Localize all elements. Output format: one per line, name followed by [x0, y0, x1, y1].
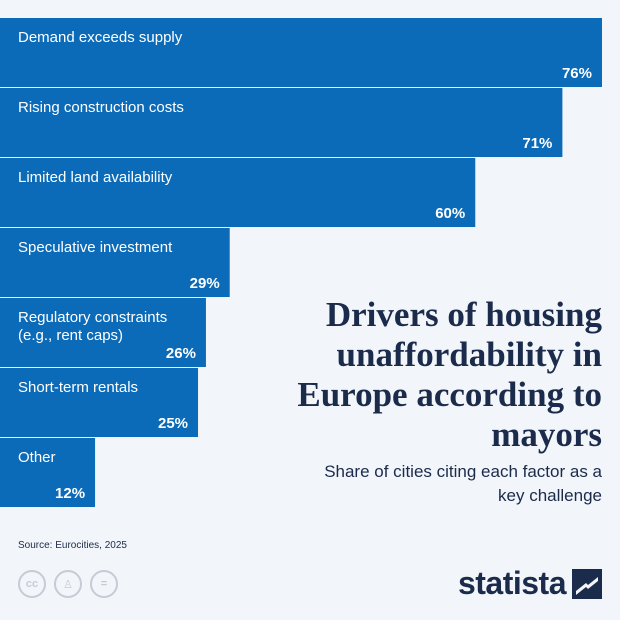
bar-value-label: 26%	[166, 345, 196, 362]
bar-label: Other	[18, 449, 56, 466]
bar-label: Regulatory constraints	[18, 309, 167, 326]
bar	[0, 88, 563, 157]
bar-label: Rising construction costs	[18, 99, 184, 116]
chart-subtitle: Share of cities citing each factor as a …	[324, 462, 602, 505]
bar-label: (e.g., rent caps)	[18, 327, 123, 344]
bar-value-label: 29%	[190, 275, 220, 292]
bar-label: Limited land availability	[18, 169, 173, 186]
cc-icon[interactable]: cc	[18, 570, 46, 598]
source-note: Source: Eurocities, 2025	[18, 540, 127, 551]
bar-value-label: 71%	[522, 135, 552, 152]
logo-text: statista	[457, 565, 567, 601]
bar-label: Demand exceeds supply	[18, 29, 183, 46]
statista-logo[interactable]: statista	[458, 565, 602, 602]
bar	[0, 18, 602, 87]
bar	[0, 228, 230, 297]
bar-label: Speculative investment	[18, 239, 173, 256]
bar	[0, 298, 206, 367]
bar	[0, 158, 476, 227]
bar-label: Short-term rentals	[18, 379, 138, 396]
bar-chart: Demand exceeds supply 76% Rising construct…	[0, 18, 602, 507]
chart-title: Drivers of housing unaffordability in Eu…	[297, 295, 602, 454]
bar	[0, 438, 96, 507]
person-icon[interactable]: ♙	[54, 570, 82, 598]
bar-value-label: 60%	[435, 205, 465, 222]
license-icons: cc ♙ =	[18, 570, 118, 598]
bar-value-label: 25%	[158, 415, 188, 432]
bar-value-label: 76%	[562, 65, 592, 82]
equals-icon[interactable]: =	[90, 570, 118, 598]
bar	[0, 368, 199, 437]
statista-logo-icon	[572, 568, 602, 599]
bar-value-label: 12%	[55, 485, 85, 502]
